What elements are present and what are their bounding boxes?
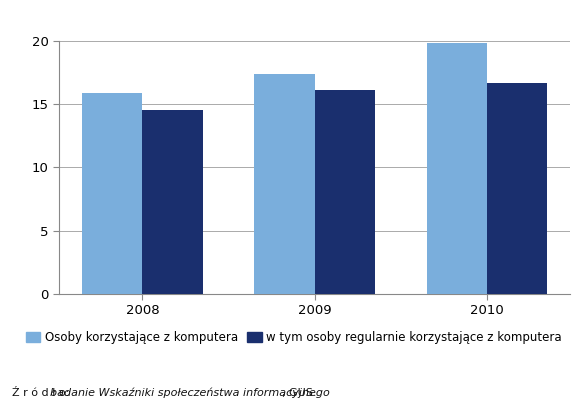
Bar [82, 93, 142, 294]
Text: OSOBY KORZYSTAJĄCE Z KOMPUTERA (w mln): OSOBY KORZYSTAJĄCE Z KOMPUTERA (w mln) [7, 14, 365, 28]
Text: Ź r ó d ł o:: Ź r ó d ł o: [12, 388, 72, 398]
Bar [254, 74, 315, 294]
Bar [487, 82, 547, 294]
Text: , GUS.: , GUS. [282, 388, 317, 398]
Bar [426, 43, 487, 294]
Bar [142, 111, 203, 294]
Text: badanie Wskaźniki społeczeństwa informacyjnego: badanie Wskaźniki społeczeństwa informac… [50, 387, 330, 398]
Bar [315, 90, 375, 294]
Legend: Osoby korzystające z komputera, w tym osoby regularnie korzystające z komputera: Osoby korzystające z komputera, w tym os… [21, 327, 567, 349]
